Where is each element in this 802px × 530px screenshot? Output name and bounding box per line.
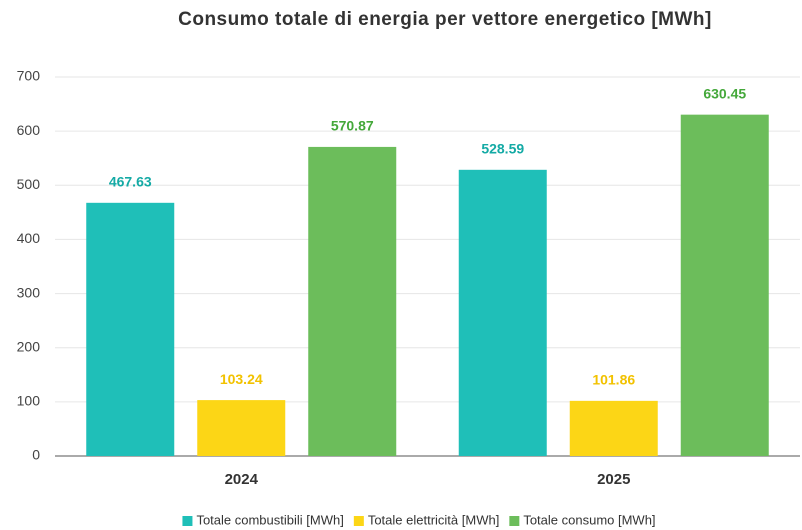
legend-label: Totale combustibili [MWh] [196,512,343,527]
y-tick-label: 200 [17,338,41,354]
y-tick-label: 400 [17,230,41,246]
bar [680,114,769,456]
chart-title: Consumo totale di energia per vettore en… [178,9,712,30]
y-tick-label: 700 [17,68,41,84]
legend-swatch [509,516,520,526]
x-tick-label: 2025 [597,471,630,488]
y-tick-label: 0 [32,447,40,463]
bar [569,400,658,456]
value-label: 467.63 [109,174,152,190]
y-tick-label: 100 [17,393,41,409]
value-label: 101.86 [592,372,635,388]
legend-label: Totale elettricità [MWh] [368,512,500,527]
y-tick-label: 500 [17,176,41,192]
value-label: 630.45 [703,85,746,101]
bar [86,202,175,456]
bar [308,146,397,456]
value-label: 570.87 [331,118,374,134]
bar [458,169,547,456]
value-label: 528.59 [481,141,524,157]
y-tick-label: 300 [17,284,41,300]
legend-swatch [353,516,364,526]
bar [197,400,286,456]
legend-swatch [182,516,193,526]
legend-label: Totale consumo [MWh] [523,512,655,527]
x-tick-label: 2024 [225,471,259,488]
y-tick-label: 600 [17,122,41,138]
value-label: 103.24 [220,371,263,387]
